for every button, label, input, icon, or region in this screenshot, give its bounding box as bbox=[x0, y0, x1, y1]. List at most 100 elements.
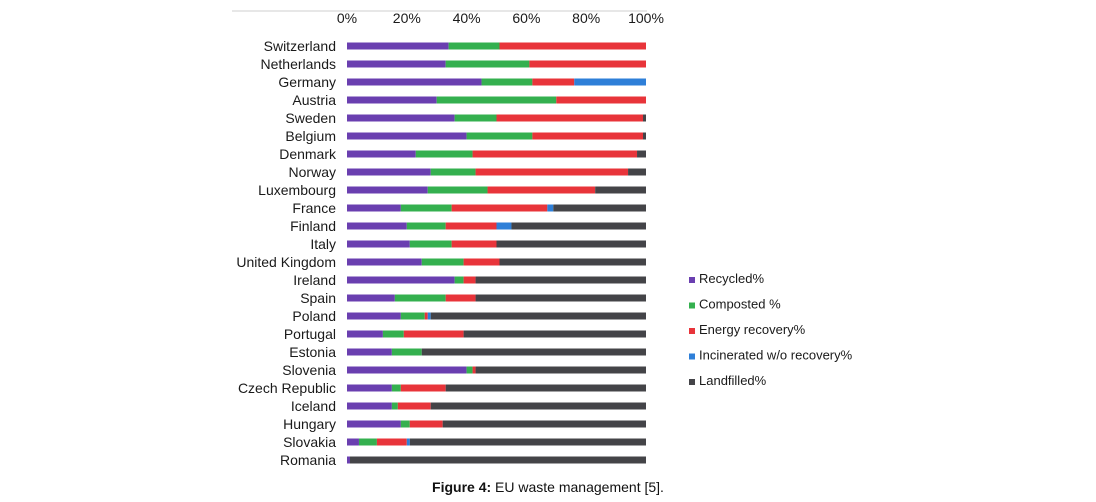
category-label: Italy bbox=[310, 236, 336, 252]
bar-segment bbox=[496, 222, 512, 230]
x-tick-label: 60% bbox=[512, 10, 540, 26]
bar-segment bbox=[532, 78, 575, 86]
category-label: Denmark bbox=[279, 146, 337, 162]
bar-segment bbox=[347, 294, 395, 302]
bar-segment bbox=[466, 132, 533, 140]
bar-segment bbox=[463, 258, 500, 266]
category-label: Poland bbox=[292, 308, 336, 324]
bar-segment bbox=[347, 276, 455, 284]
bar-segment bbox=[382, 330, 404, 338]
bar-segment bbox=[391, 402, 398, 410]
bar-segment bbox=[424, 312, 428, 320]
bar-segment bbox=[347, 384, 392, 392]
category-label: Estonia bbox=[289, 344, 336, 360]
bar-segment bbox=[487, 186, 596, 194]
category-label: Romania bbox=[280, 452, 336, 468]
x-axis-ticks: 0% 20% 40% 60% 80% 100% bbox=[337, 10, 664, 26]
bar-segment bbox=[595, 186, 646, 194]
x-tick-label: 100% bbox=[628, 10, 664, 26]
bar-segment bbox=[529, 60, 646, 68]
category-label: Netherlands bbox=[261, 56, 337, 72]
bar-segment bbox=[347, 240, 410, 248]
figure-caption: Figure 4: EU waste management [5]. bbox=[0, 479, 1096, 495]
x-tick-label: 20% bbox=[393, 10, 421, 26]
bar-segment bbox=[394, 294, 446, 302]
bar-segment bbox=[427, 312, 431, 320]
bar-segment bbox=[421, 348, 646, 356]
bar-segment bbox=[451, 204, 548, 212]
bar-segment bbox=[391, 384, 401, 392]
bar-segment bbox=[347, 42, 449, 50]
bar-segment bbox=[430, 312, 646, 320]
bar-segment bbox=[451, 240, 497, 248]
bar-segment bbox=[347, 186, 428, 194]
bar-segment bbox=[347, 366, 467, 374]
bar-segment bbox=[376, 438, 407, 446]
category-label: France bbox=[292, 200, 336, 216]
bar-segment bbox=[436, 96, 557, 104]
legend-swatch bbox=[689, 277, 695, 283]
category-label: Iceland bbox=[291, 398, 336, 414]
bar-segment bbox=[347, 222, 407, 230]
bar-segment bbox=[628, 168, 646, 176]
legend-label: Incinerated w/o recovery% bbox=[699, 348, 853, 363]
bar-segment bbox=[347, 456, 350, 464]
bar-segment bbox=[643, 114, 646, 122]
category-label: Slovakia bbox=[283, 434, 336, 450]
bar-segment bbox=[347, 420, 401, 428]
bar-segment bbox=[496, 114, 644, 122]
bar-segment bbox=[347, 204, 401, 212]
bar-segment bbox=[421, 258, 464, 266]
category-label: Sweden bbox=[285, 110, 336, 126]
category-labels: Switzerland Netherlands Germany Austria Swed… bbox=[236, 38, 337, 468]
bar-segment bbox=[347, 78, 482, 86]
bar-segment bbox=[400, 420, 410, 428]
legend-swatch bbox=[689, 328, 695, 334]
bar-segment bbox=[347, 330, 383, 338]
bar-segment bbox=[347, 312, 401, 320]
category-label: Spain bbox=[300, 290, 336, 306]
bar-segment bbox=[472, 150, 638, 158]
x-tick-label: 80% bbox=[572, 10, 600, 26]
bar-segment bbox=[409, 438, 646, 446]
bar-segment bbox=[475, 366, 646, 374]
bar-segment bbox=[358, 438, 377, 446]
caption-label: Figure 4: bbox=[432, 479, 492, 495]
bar-segment bbox=[445, 60, 530, 68]
bar-segment bbox=[391, 348, 422, 356]
bar-segment bbox=[499, 258, 646, 266]
bar-segment bbox=[347, 258, 422, 266]
bar-segment bbox=[347, 114, 455, 122]
bar-segment bbox=[403, 330, 464, 338]
bar-segment bbox=[445, 294, 476, 302]
bar-segment bbox=[400, 384, 446, 392]
bar-segment bbox=[347, 168, 431, 176]
legend-swatch bbox=[689, 302, 695, 309]
bar-segment bbox=[463, 330, 646, 338]
bar-segment bbox=[454, 114, 497, 122]
category-label: Austria bbox=[292, 92, 336, 108]
category-label: United Kingdom bbox=[236, 254, 336, 270]
legend-label: Energy recovery% bbox=[699, 322, 806, 337]
x-tick-label: 40% bbox=[453, 10, 481, 26]
bar-segment bbox=[511, 222, 646, 230]
bar-segment bbox=[574, 78, 646, 86]
category-label: Portugal bbox=[284, 326, 336, 342]
bar-segment bbox=[481, 78, 533, 86]
bar-segment bbox=[415, 150, 473, 158]
bar-segment bbox=[406, 222, 446, 230]
bar-segment bbox=[475, 294, 646, 302]
bar-segment bbox=[547, 204, 554, 212]
bar-segment bbox=[349, 456, 646, 464]
category-label: Finland bbox=[290, 218, 336, 234]
bar-segment bbox=[448, 42, 500, 50]
bar-segment bbox=[400, 312, 425, 320]
bar-segment bbox=[643, 132, 646, 140]
bar-segment bbox=[472, 366, 476, 374]
bar-segment bbox=[454, 276, 464, 284]
bar-segment bbox=[427, 186, 488, 194]
category-label: Norway bbox=[289, 164, 336, 180]
bar-segment bbox=[499, 42, 646, 50]
bar-segment bbox=[442, 420, 646, 428]
bar-segment bbox=[445, 222, 497, 230]
